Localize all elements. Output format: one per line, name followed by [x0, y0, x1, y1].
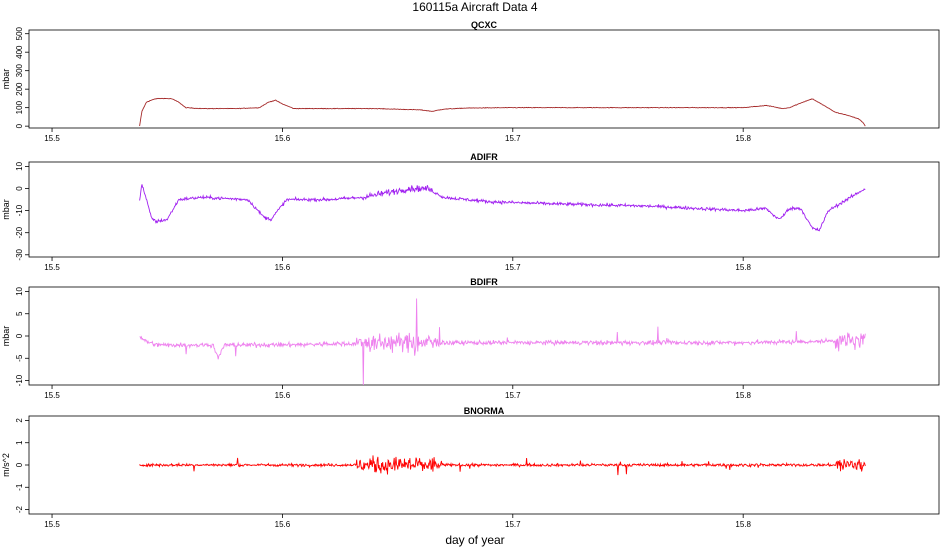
series-line-bdifr	[139, 298, 866, 386]
plot-frame	[28, 161, 940, 258]
x-axis-title: day of year	[445, 533, 504, 547]
x-tick-label: 15.5	[44, 263, 60, 272]
x-tick-label: 15.7	[505, 263, 521, 272]
x-tick-label: 15.5	[44, 391, 60, 400]
plot-frame	[28, 286, 940, 386]
plot-frame	[28, 29, 940, 129]
y-tick-label: 2	[15, 418, 24, 423]
y-axis-label: mbar	[1, 69, 11, 90]
y-tick-label: 200	[15, 82, 24, 96]
y-axis-label: m/s^2	[1, 453, 11, 477]
x-tick-label: 15.7	[505, 520, 521, 529]
y-tick-label: -10	[15, 374, 24, 386]
panel-title: BNORMA	[464, 406, 505, 416]
series-line-qcxc	[139, 97, 866, 127]
panel-title: BDIFR	[470, 277, 498, 287]
panel-adifr: ADIFR mbar -30 -20 -10 0 10 15.5 15.6 15.7 15.8	[1, 152, 940, 272]
x-tick-label: 15.8	[735, 391, 751, 400]
series-line-adifr	[139, 184, 866, 232]
y-tick-label: 300	[15, 63, 24, 77]
y-tick-label: 10	[15, 286, 24, 295]
y-tick-label: -1	[15, 483, 24, 491]
figure-title: 160115a Aircraft Data 4	[412, 0, 538, 14]
x-tick-label: 15.6	[275, 263, 291, 272]
y-tick-label: 1	[15, 440, 24, 445]
y-tick-label: 0	[15, 123, 24, 128]
y-tick-label: 500	[15, 26, 24, 40]
x-tick-label: 15.7	[505, 391, 521, 400]
x-tick-label: 15.7	[505, 134, 521, 143]
y-tick-label: -10	[15, 204, 24, 216]
y-tick-label: 100	[15, 100, 24, 114]
panel-title: QCXC	[471, 20, 498, 30]
series-line-bnorma	[139, 455, 866, 476]
x-tick-label: 15.6	[275, 391, 291, 400]
y-tick-label: -30	[15, 248, 24, 260]
y-tick-label: -20	[15, 226, 24, 238]
y-tick-label: 0	[15, 462, 24, 467]
y-tick-label: 5	[15, 311, 24, 316]
y-tick-label: 0	[15, 186, 24, 191]
x-tick-label: 15.8	[735, 134, 751, 143]
panel-title: ADIFR	[470, 152, 498, 162]
x-tick-label: 15.8	[735, 263, 751, 272]
x-tick-label: 15.5	[44, 520, 60, 529]
panel-qcxc: QCXC mbar 0 100 200 300 400 500 15.5 15.6 15.7 15.8	[1, 20, 940, 143]
y-tick-label: 400	[15, 45, 24, 59]
x-tick-label: 15.6	[275, 520, 291, 529]
y-tick-label: 10	[15, 161, 24, 170]
panel-bnorma: BNORMA m/s^2 -2 -1 0 1 2 15.5 15.6 15.7 15.8	[1, 406, 940, 529]
y-tick-label: -2	[15, 505, 24, 513]
panel-bdifr: BDIFR mbar -10 -5 0 5 10 15.5 15.6 15.7 15.8	[1, 277, 940, 400]
x-tick-label: 15.5	[44, 134, 60, 143]
x-tick-label: 15.6	[275, 134, 291, 143]
y-axis-label: mbar	[1, 326, 11, 347]
y-tick-label: 0	[15, 333, 24, 338]
y-tick-label: -5	[15, 354, 24, 362]
x-tick-label: 15.8	[735, 520, 751, 529]
y-axis-label: mbar	[1, 199, 11, 220]
